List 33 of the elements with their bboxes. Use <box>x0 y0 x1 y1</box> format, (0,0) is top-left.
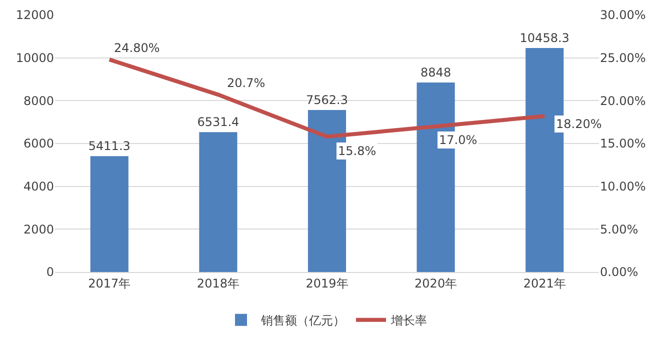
data-label: 17.0% <box>439 133 478 147</box>
y-tick-label: 12000 <box>16 8 54 22</box>
y-tick-label: 2000 <box>23 222 54 236</box>
legend-label: 销售额（亿元） <box>260 314 345 328</box>
y-tick-label: 10000 <box>16 51 54 66</box>
data-label: 18.20% <box>556 117 602 131</box>
x-tick-label: 2019年 <box>306 276 348 290</box>
x-tick-label: 2017年 <box>88 276 131 290</box>
data-label: 24.80% <box>114 41 160 55</box>
y-tick-label: 6000 <box>23 136 54 151</box>
bar <box>199 132 238 272</box>
y2-tick-label: 0.00% <box>600 265 638 280</box>
data-label: 6531.4 <box>197 115 240 130</box>
y2-tick-label: 5.00% <box>600 222 638 236</box>
data-label: 5411.3 <box>88 139 130 154</box>
y-tick-label: 8000 <box>23 94 54 108</box>
data-label: 20.7% <box>227 76 266 90</box>
data-label: 10458.3 <box>520 31 570 46</box>
y2-tick-label: 10.00% <box>600 180 646 194</box>
y-tick-label: 4000 <box>23 180 54 194</box>
data-label: 8848 <box>420 66 452 80</box>
y2-tick-label: 20.00% <box>600 94 646 108</box>
data-label: 7562.3 <box>306 93 348 108</box>
bar <box>90 156 128 272</box>
x-tick-label: 2018年 <box>196 276 240 290</box>
data-label: 15.8% <box>338 144 376 158</box>
x-tick-label: 2021年 <box>523 276 566 290</box>
x-tick-label: 2020年 <box>414 276 458 290</box>
y-tick-label: 0 <box>46 265 54 280</box>
y2-tick-label: 30.00% <box>600 8 646 22</box>
y2-tick-label: 15.00% <box>600 136 646 151</box>
y2-tick-label: 25.00% <box>600 51 646 66</box>
legend-label: 增长率 <box>390 314 427 328</box>
